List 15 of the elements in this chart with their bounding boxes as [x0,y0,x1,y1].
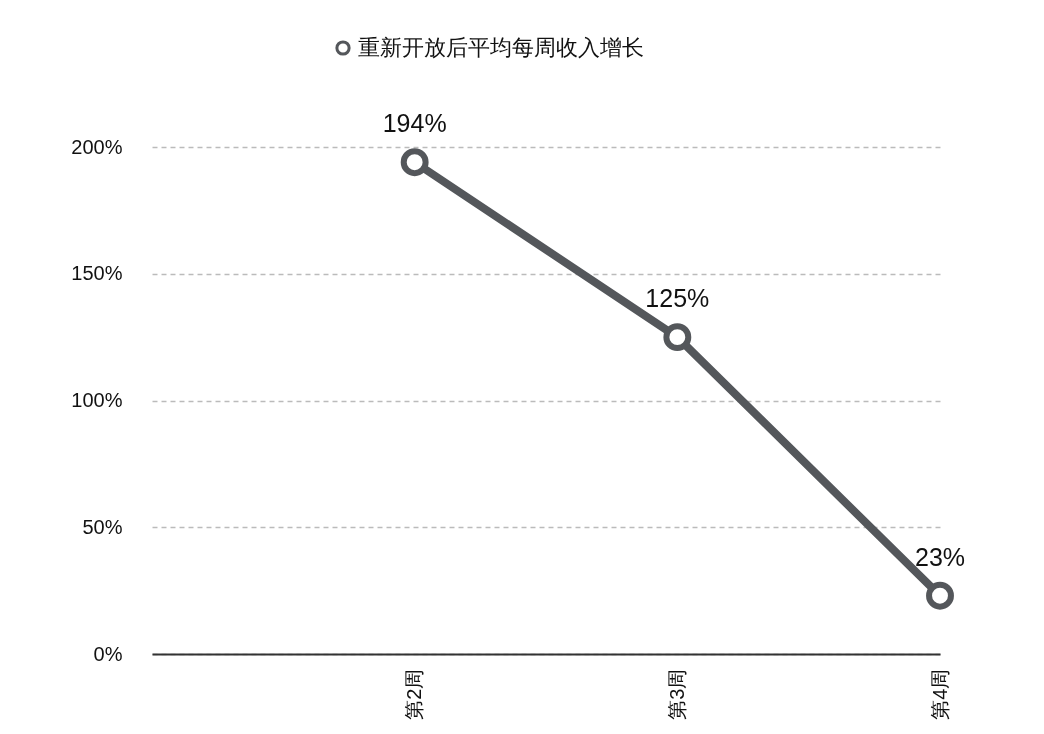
y-tick-label: 150% [71,262,123,285]
y-tick-label: 0% [93,642,123,665]
y-tick-label: 200% [71,135,123,158]
y-tick-label: 50% [82,515,123,538]
x-tick-label: 第4周 [928,668,951,720]
point [400,148,429,177]
point [926,581,954,610]
data-label: 23% [914,542,966,571]
y-tick-label: 100% [71,389,123,411]
point [663,323,692,352]
x-tick-label: 第2周 [403,668,426,720]
x-tick-label: 第3周 [665,668,688,720]
data-label: 194% [382,109,447,138]
legend-label: 重新开放后平均每周收入增长 [358,35,644,60]
data-label: 125% [645,284,710,313]
